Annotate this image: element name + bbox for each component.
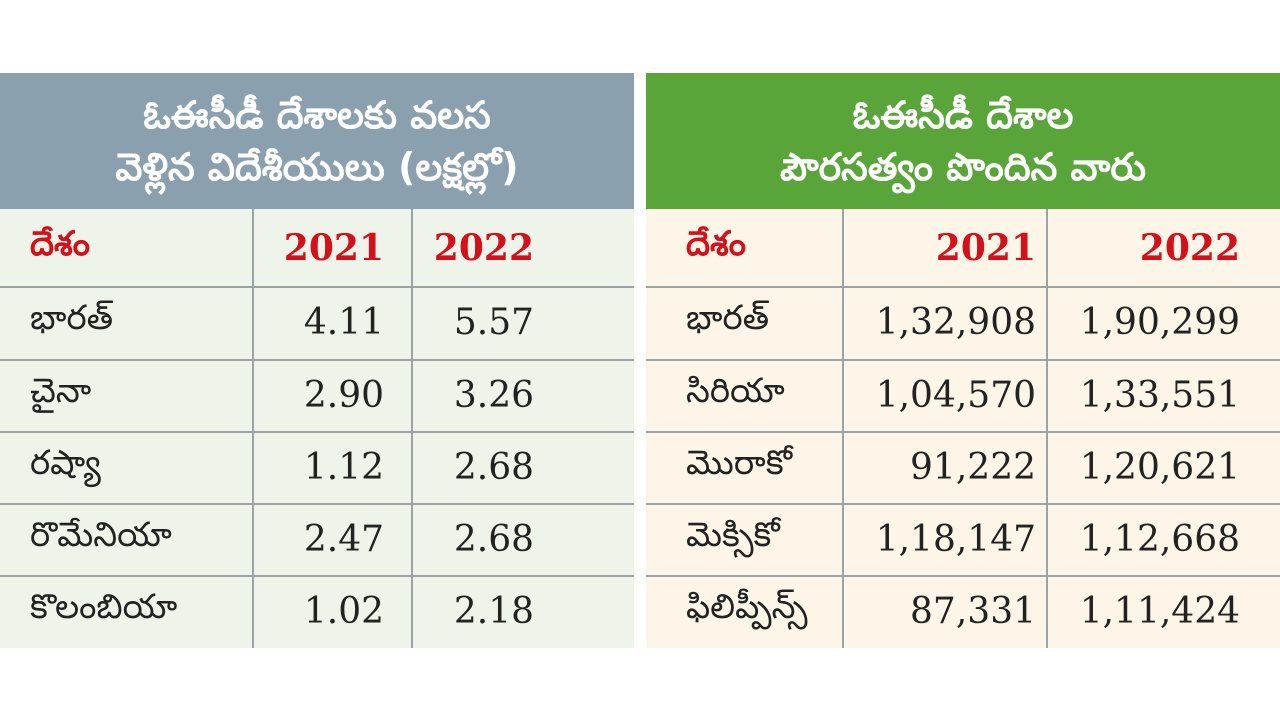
migrants-title-line1: ఓఈసీడీ దేశాలకు వలస [143,93,491,137]
citizenship-title-line1: ఓఈసీడీ దేశాల [852,93,1074,137]
table-row-country: రొమేనియా [30,515,172,555]
citizenship-table-panel: ఓఈసీడీ దేశాల పౌరసత్వం పొందిన వారు దేశం 2… [646,73,1280,648]
citizenship-title-line2: పౌరసత్వం పొందిన వారు [779,145,1147,189]
migrants-table: దేశం 2021 2022 భారత్ 4.11 5.57 చైనా 2.90… [0,209,634,648]
table-row-2022: 1,33,551 [1079,374,1240,416]
table-row-country: భారత్ [30,298,114,338]
table-row-2022: 1,11,424 [1079,590,1240,632]
row-divider [0,431,634,433]
table-row-country: మొరాకో [686,443,793,483]
migrants-title-line2: వెళ్లిన విదేశీయులు (లక్షల్లో) [115,145,519,189]
table-row-2022: 3.26 [453,374,534,416]
table-row-2022: 5.57 [453,301,534,343]
table-row-2021: 2.90 [303,374,384,416]
row-divider [646,503,1280,505]
table-row-2022: 1,12,668 [1079,518,1240,560]
table-row-2021: 87,331 [910,590,1036,632]
row-divider [646,431,1280,433]
table-row-2022: 2.18 [453,590,534,632]
table-row-2021: 1.12 [303,446,384,488]
table-row-2022: 1,20,621 [1079,446,1240,488]
column-divider [1046,209,1048,648]
table-row-2021: 1.02 [303,590,384,632]
column-header-2021: 2021 [283,227,384,269]
table-row-2022: 2.68 [453,518,534,560]
table-row-2021: 1,32,908 [875,301,1036,343]
migrants-table-panel: ఓఈసీడీ దేశాలకు వలస వెళ్లిన విదేశీయులు (ల… [0,73,634,648]
row-divider [0,575,634,577]
table-row-country: కొలంబియా [30,587,178,627]
table-row-2021: 91,222 [910,446,1036,488]
table-row-country: చైనా [30,371,92,411]
table-row-country: ఫిలిప్పీన్స్ [686,587,808,627]
column-divider [252,209,254,648]
table-row-country: భారత్ [686,298,770,338]
table-row-2021: 1,18,147 [875,518,1036,560]
column-header-2021: 2021 [935,227,1036,269]
row-divider [646,286,1280,288]
table-row-country: సిరియా [686,371,785,411]
column-header-2022: 2022 [1139,227,1240,269]
citizenship-table: దేశం 2021 2022 భారత్ 1,32,908 1,90,299 స… [646,209,1280,648]
row-divider [0,503,634,505]
table-row-2021: 4.11 [303,301,384,343]
row-divider [0,359,634,361]
row-divider [646,575,1280,577]
table-row-2021: 1,04,570 [875,374,1036,416]
table-row-2022: 2.68 [453,446,534,488]
table-row-country: మెక్సికో [686,515,780,555]
table-row-2022: 1,90,299 [1079,301,1240,343]
column-header-2022: 2022 [433,227,534,269]
table-row-2021: 2.47 [303,518,384,560]
column-divider [411,209,413,648]
column-divider [842,209,844,648]
row-divider [646,359,1280,361]
column-header-country: దేశం [686,224,746,264]
citizenship-table-title: ఓఈసీడీ దేశాల పౌరసత్వం పొందిన వారు [646,73,1280,209]
migrants-table-title: ఓఈసీడీ దేశాలకు వలస వెళ్లిన విదేశీయులు (ల… [0,73,634,209]
column-header-country: దేశం [30,224,90,264]
table-row-country: రష్యా [30,443,101,483]
row-divider [0,286,634,288]
